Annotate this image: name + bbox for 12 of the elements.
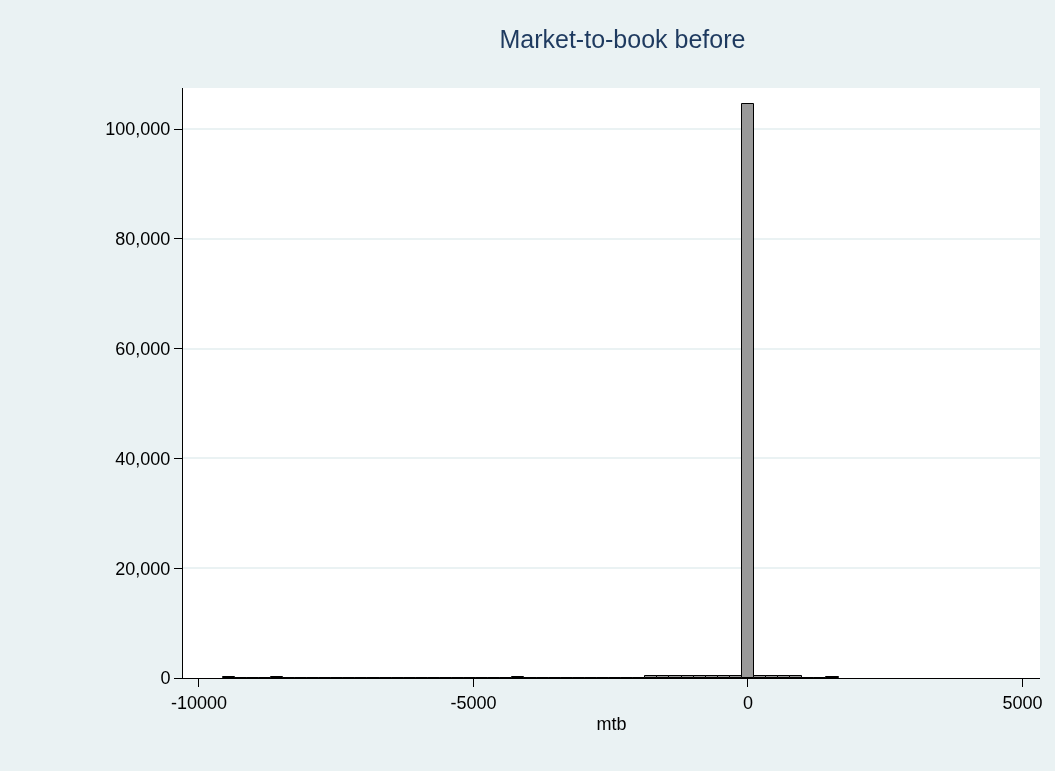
y-tick-label: 0 [160,668,171,689]
x-tick-label: 0 [742,692,753,713]
y-tick-label: 100,000 [105,119,171,140]
x-axis-title: mtb [596,713,627,734]
y-tick-label: 40,000 [115,448,171,469]
x-tick-label: -5000 [450,692,497,713]
y-tick-label: 20,000 [115,558,171,579]
chart-title: Market-to-book before [499,25,746,54]
x-tick-label: -10000 [170,692,227,713]
y-tick-label: 80,000 [115,229,171,250]
x-tick-label: 5000 [1002,692,1043,713]
y-tick-label: 60,000 [115,339,171,359]
